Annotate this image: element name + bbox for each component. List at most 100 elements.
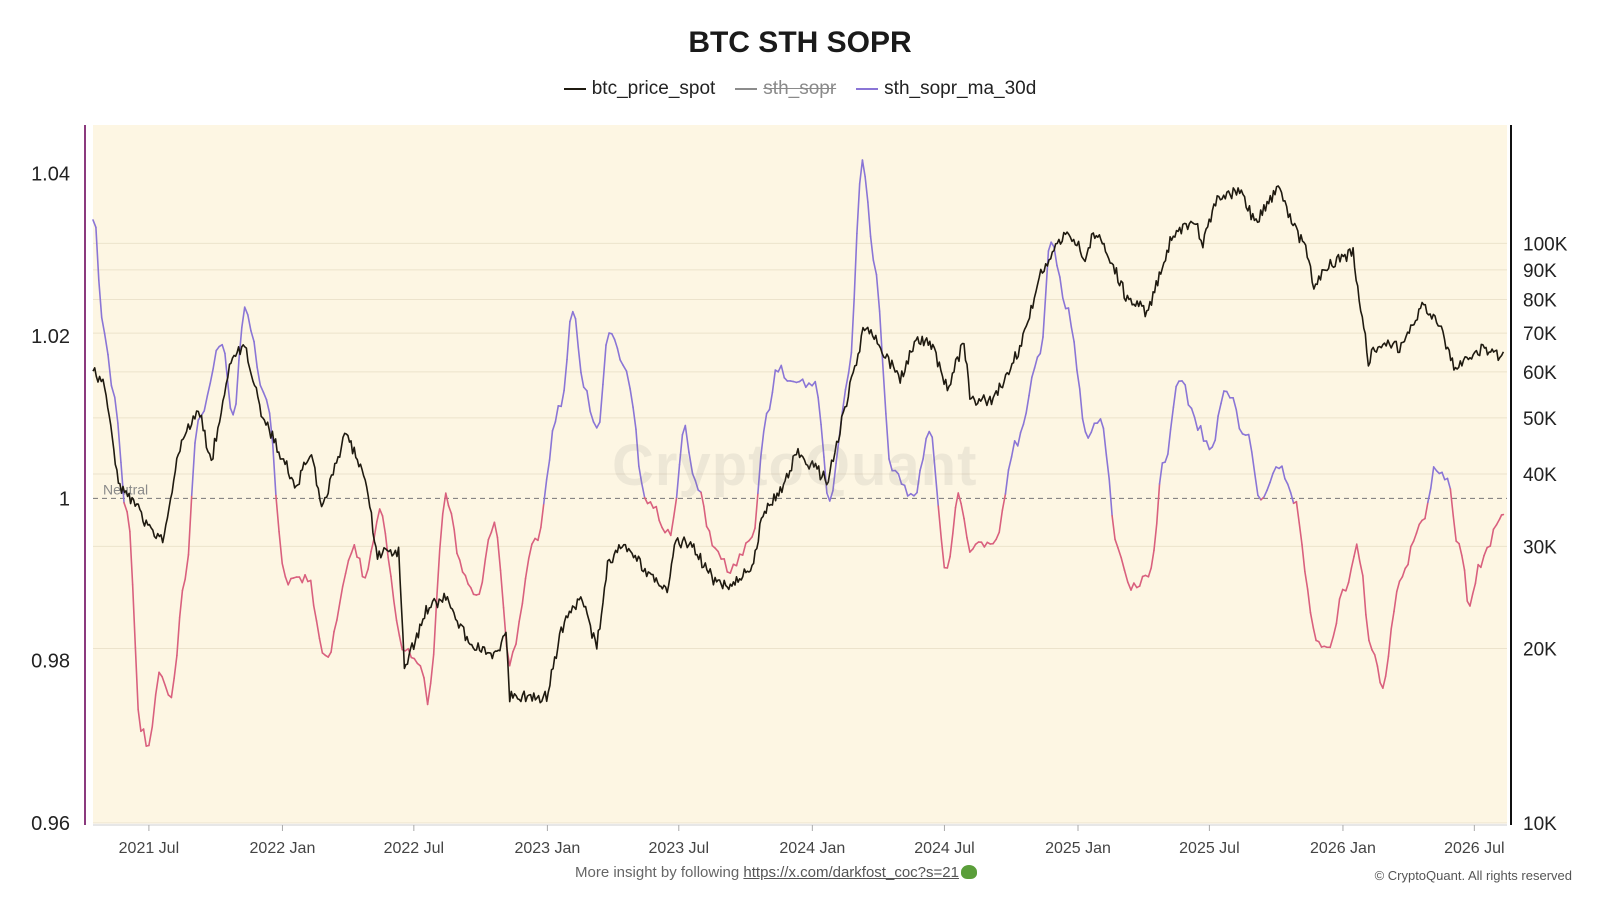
sth-sopr-ma-30d-segment: [928, 430, 934, 439]
sth-sopr-ma-30d-segment: [1266, 481, 1271, 492]
sth-sopr-ma-30d-segment: [178, 589, 184, 619]
sth-sopr-ma-30d-segment: [760, 430, 765, 458]
sth-sopr-ma-30d-segment: [1138, 575, 1144, 587]
sth-sopr-ma-30d-segment: [1099, 418, 1105, 430]
sth-sopr-ma-30d-segment: [518, 602, 524, 623]
sth-sopr-ma-30d-segment: [1347, 567, 1353, 584]
sth-sopr-ma-30d-segment: [1067, 307, 1073, 328]
sth-sopr-ma-30d-segment: [1175, 380, 1180, 388]
legend-item-sth-sopr[interactable]: sth_sopr: [735, 78, 836, 100]
sth-sopr-ma-30d-segment: [592, 421, 598, 429]
sth-sopr-ma-30d-segment: [805, 382, 810, 389]
sth-sopr-ma-30d-segment: [625, 370, 631, 390]
footer-link[interactable]: https://x.com/darkfost_coc?s=21: [743, 864, 959, 881]
sth-sopr-ma-30d-segment: [1010, 440, 1016, 458]
sth-sopr-ma-30d-segment: [123, 501, 128, 513]
sth-sopr-ma-30d-segment: [1087, 431, 1093, 439]
sth-sopr-ma-30d-segment: [613, 338, 619, 349]
sth-sopr-ma-30d-segment: [814, 380, 819, 399]
sth-sopr-ma-30d-segment: [221, 343, 226, 355]
sth-sopr-ma-30d-segment: [301, 574, 306, 584]
sth-sopr-ma-30d-segment: [444, 492, 450, 507]
sth-sopr-ma-30d-segment: [1039, 336, 1044, 355]
sth-sopr-ma-30d-segment: [1318, 640, 1323, 648]
sth-sopr-ma-30d-segment: [602, 344, 607, 386]
sth-sopr-ma-30d-segment: [888, 458, 893, 472]
y-right-tick-label: 30K: [1523, 537, 1557, 558]
sth-sopr-ma-30d-segment: [338, 585, 344, 604]
x-tick-label: 2025 Jul: [1179, 840, 1240, 857]
sth-sopr-ma-30d-segment: [1495, 518, 1501, 526]
sth-sopr-ma-30d-segment: [508, 651, 514, 667]
sth-sopr-ma-30d-segment: [1415, 523, 1421, 535]
sth-sopr-ma-30d-segment: [922, 437, 927, 460]
sth-sopr-ma-30d-segment: [390, 575, 395, 602]
btc-price-spot-line: [92, 185, 1505, 704]
sth-sopr-ma-30d-segment: [916, 469, 921, 494]
sth-sopr-ma-30d-segment: [484, 538, 490, 561]
sth-sopr-ma-30d-segment: [1489, 528, 1495, 547]
sth-sopr-ma-30d-segment: [1358, 560, 1364, 577]
sth-sopr-ma-30d-segment: [869, 235, 875, 261]
sth-sopr-ma-30d-segment: [658, 519, 663, 529]
sth-sopr-ma-30d-segment: [381, 515, 387, 535]
sth-sopr-ma-30d-segment: [957, 492, 962, 505]
sth-sopr-ma-30d-segment: [1463, 569, 1469, 602]
sth-sopr-ma-30d-segment: [110, 384, 116, 399]
sth-sopr-ma-30d-segment: [259, 384, 265, 393]
sth-sopr-ma-30d-segment: [649, 501, 655, 509]
sth-sopr-ma-30d-segment: [817, 396, 822, 426]
x-tick-label: 2024 Jul: [914, 840, 975, 857]
sth-sopr-ma-30d-segment: [1226, 390, 1231, 399]
sth-sopr-ma-30d-segment: [107, 353, 113, 387]
sth-sopr-ma-30d-segment: [1184, 384, 1190, 406]
sth-sopr-ma-30d-segment: [1123, 569, 1129, 583]
sth-sopr-ma-30d-segment: [353, 544, 358, 558]
sth-sopr-ma-30d-segment: [232, 403, 237, 416]
sth-sopr-ma-30d-segment: [1232, 396, 1238, 411]
sth-sopr-ma-30d-segment: [278, 531, 284, 565]
sth-sopr-ma-30d-segment: [940, 538, 946, 569]
sth-sopr-ma-30d-segment: [566, 320, 571, 361]
legend-item-btc-price-spot[interactable]: btc_price_spot: [563, 78, 715, 100]
x-tick-label: 2026 Jul: [1444, 840, 1505, 857]
sth-sopr-ma-30d-segment: [751, 527, 756, 538]
sth-sopr-ma-30d-segment: [344, 559, 350, 575]
sth-sopr-ma-30d-segment: [1298, 522, 1303, 546]
sth-sopr-ma-30d-segment: [858, 159, 864, 185]
y-left-tick-label: 1.02: [31, 326, 70, 348]
sth-sopr-ma-30d-segment: [330, 631, 335, 653]
chart-title: BTC STH SOPR: [688, 26, 912, 59]
sth-sopr-ma-30d-segment: [131, 583, 137, 649]
sth-sopr-ma-30d-segment: [1309, 611, 1315, 629]
sth-sopr-ma-30d-segment: [856, 183, 861, 235]
sth-sopr-ma-30d-segment: [1353, 543, 1358, 558]
y-right-tick-label: 90K: [1523, 261, 1557, 282]
sth-sopr-ma-30d-segment: [980, 541, 986, 548]
sth-sopr-ma-30d-segment: [268, 412, 274, 446]
legend: btc_price_spot sth_sopr sth_sopr_ma_30d: [0, 78, 1600, 100]
sth-sopr-ma-30d-segment: [1181, 380, 1186, 386]
sth-sopr-ma-30d-segment: [1102, 427, 1108, 456]
sth-sopr-ma-30d-segment: [595, 421, 601, 429]
sth-sopr-ma-30d-segment: [521, 577, 527, 605]
sth-sopr-ma-30d-segment: [1483, 546, 1488, 557]
sth-sopr-ma-30d-segment: [1019, 423, 1025, 434]
sth-sopr-ma-30d-segment: [154, 671, 160, 696]
sth-sopr-ma-30d-segment: [275, 494, 280, 533]
sth-sopr-ma-30d-segment: [801, 378, 807, 389]
sth-sopr-ma-30d-segment: [487, 531, 493, 541]
sth-sopr-ma-30d-segment: [1120, 556, 1126, 571]
sth-sopr-ma-30d-segment: [1471, 582, 1477, 595]
sth-sopr-ma-30d-segment: [1061, 296, 1067, 310]
sth-sopr-ma-30d-segment: [1452, 515, 1457, 542]
legend-item-sth-sopr-ma-30d[interactable]: sth_sopr_ma_30d: [856, 78, 1036, 100]
sth-sopr-ma-30d-segment: [937, 505, 943, 540]
sth-sopr-ma-30d-segment: [919, 457, 924, 472]
sth-sopr-ma-30d-segment: [717, 550, 722, 560]
x-tick-label: 2023 Jan: [514, 840, 580, 857]
legend-swatch: [735, 88, 758, 90]
sth-sopr-ma-30d-segment: [1031, 366, 1036, 379]
sth-sopr-ma-30d-segment: [250, 329, 255, 343]
